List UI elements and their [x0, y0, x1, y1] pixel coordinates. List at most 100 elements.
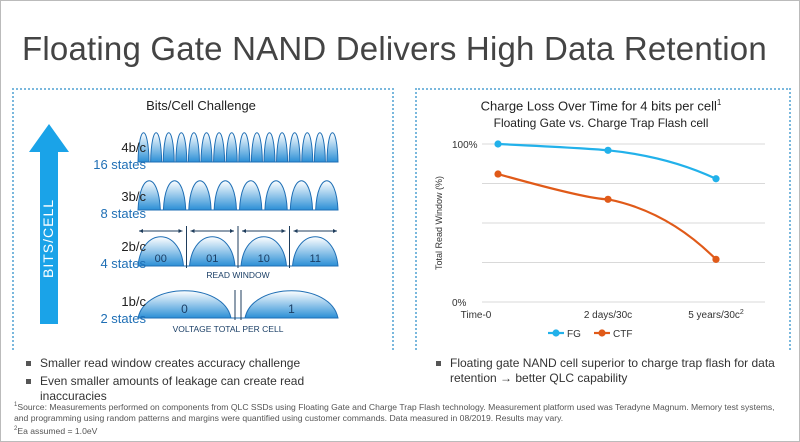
voltage-label: VOLTAGE TOTAL PER CELL	[173, 324, 284, 334]
state-hump	[188, 236, 236, 267]
footnote-mark: 2	[14, 425, 18, 432]
charge-loss-panel	[415, 88, 791, 350]
state-value: 00	[155, 253, 167, 265]
series-line-ctf	[497, 172, 717, 261]
read-window-arrowhead	[190, 229, 195, 233]
chart-title-sup: 1	[716, 98, 722, 107]
row-4bc: 4b/c 16 states	[90, 139, 146, 173]
x-tick-label: 2 days/30c	[584, 310, 632, 321]
footnote-2: 2Ea assumed = 1.0eV	[14, 424, 784, 437]
right-bullets: Floating gate NAND cell superior to char…	[432, 356, 784, 389]
state-hump	[240, 236, 288, 267]
state-hump	[326, 132, 339, 163]
data-point-fg	[494, 140, 502, 148]
row-bits: 3b/c	[121, 189, 146, 204]
state-value: 11	[310, 253, 321, 265]
state-hump	[225, 132, 238, 163]
read-window-arrowhead	[230, 229, 234, 233]
left-bullets: Smaller read window creates accuracy cha…	[22, 356, 352, 407]
row-1bc: 1b/c 2 states	[90, 293, 146, 327]
state-hump	[150, 132, 163, 163]
state-hump	[289, 180, 314, 211]
legend-label: CTF	[613, 329, 632, 340]
read-window-arrowhead	[333, 229, 337, 233]
footnote-mark: 1	[14, 402, 18, 408]
state-hump	[213, 180, 238, 211]
state-hump	[276, 132, 289, 163]
read-window-arrowhead	[178, 229, 183, 233]
read-window-arrowhead	[281, 229, 286, 233]
state-hump	[315, 180, 339, 211]
state-hump	[137, 236, 185, 267]
bullet-item: Smaller read window creates accuracy cha…	[22, 356, 352, 371]
state-hump	[213, 132, 226, 163]
legend-label: FG	[567, 329, 581, 340]
read-window-label: READ WINDOW	[206, 270, 269, 280]
data-point-fg	[712, 175, 720, 183]
state-hump	[244, 290, 339, 319]
state-hump	[162, 180, 187, 211]
state-hump	[187, 132, 200, 163]
data-point-fg	[604, 146, 612, 154]
bits-cell-title: Bits/Cell Challenge	[146, 98, 256, 113]
data-point-ctf	[712, 255, 720, 263]
row-states: 8 states	[100, 206, 146, 221]
state-value: 0	[181, 302, 188, 316]
row-states: 4 states	[100, 256, 146, 271]
bullet-item: Floating gate NAND cell superior to char…	[432, 356, 784, 386]
chart-title-text: Charge Loss Over Time for 4 bits per cel…	[480, 98, 717, 114]
bullet-item: Even smaller amounts of leakage can crea…	[22, 374, 352, 404]
state-hump	[137, 290, 232, 319]
footnote-1: 1Source: Measurements performed on compo…	[14, 400, 784, 424]
state-value: 10	[258, 253, 270, 265]
row-states: 2 states	[100, 311, 146, 326]
read-window-arrowhead	[293, 229, 298, 233]
state-hump	[238, 132, 251, 163]
state-value: 01	[206, 253, 218, 265]
y-axis-label: Total Read Window (%)	[434, 176, 444, 270]
state-hump	[175, 132, 188, 163]
row-bits: 1b/c	[121, 294, 146, 309]
row-bits: 2b/c	[121, 239, 146, 254]
state-hump	[137, 132, 150, 163]
state-hump	[162, 132, 175, 163]
row-3bc: 3b/c 8 states	[90, 188, 146, 222]
charge-loss-chart: 100% 0% Total Read Window (%) Time-0 2 days/…	[434, 140, 765, 340]
y-tick-label: 100%	[452, 140, 478, 151]
read-window-arrowhead	[139, 229, 143, 233]
row-bits: 4b/c	[121, 140, 146, 155]
legend-marker	[598, 329, 606, 337]
state-hump	[301, 132, 314, 163]
state-value: 1	[288, 302, 295, 316]
state-hump	[200, 132, 213, 163]
legend-marker	[552, 329, 560, 337]
footnotes: 1Source: Measurements performed on compo…	[14, 400, 784, 437]
state-hump	[238, 180, 263, 211]
x-tick-label: Time-0	[461, 310, 492, 321]
read-window-arrowhead	[242, 229, 246, 233]
chart-subtitle: Floating Gate vs. Charge Trap Flash cell	[493, 116, 709, 130]
chart-title: Charge Loss Over Time for 4 bits per cel…	[415, 98, 787, 113]
y-tick-label: 0%	[452, 298, 467, 309]
state-hump	[313, 132, 326, 163]
footnote-text: Source: Measurements performed on compon…	[14, 401, 775, 423]
state-hump	[250, 132, 263, 163]
slide-title: Floating Gate NAND Delivers High Data Re…	[22, 30, 767, 67]
row-states: 16 states	[93, 157, 146, 172]
bits-cell-arrow	[29, 124, 69, 324]
x-tick-label: 5 years/30c2	[688, 309, 744, 321]
row-2bc: 2b/c 4 states	[90, 238, 146, 272]
footnote-text: Ea assumed = 1.0eV	[17, 425, 98, 436]
data-point-ctf	[494, 170, 502, 178]
state-hump	[291, 236, 339, 267]
arrow-label: BITS/CELL	[40, 199, 56, 278]
state-hump	[264, 180, 288, 211]
state-hump	[288, 132, 301, 163]
state-hump	[263, 132, 276, 163]
state-hump	[137, 180, 161, 211]
state-hump	[188, 180, 212, 211]
bits-cell-panel	[12, 88, 394, 350]
data-point-ctf	[604, 195, 612, 203]
